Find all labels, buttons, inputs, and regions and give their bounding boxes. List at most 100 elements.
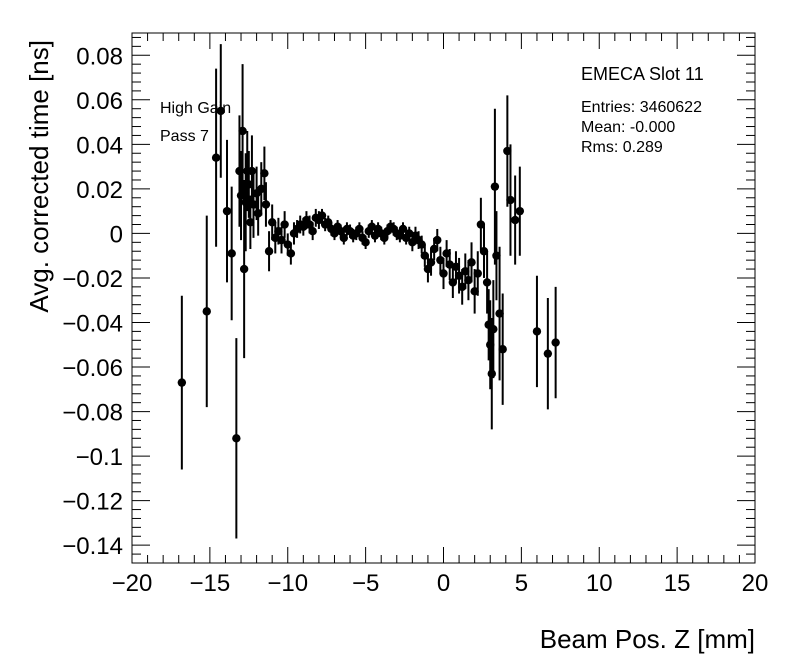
data-point (261, 200, 271, 209)
annotation-high-gain: High Gain (160, 100, 231, 117)
data-point (510, 215, 520, 225)
data-point (482, 278, 492, 287)
data-point (355, 224, 364, 234)
y-tick-labels: 0.08 0.06 0.04 0.02 0 −0.02 −0.04 −0.06 −0.08 −0.… (62, 43, 123, 560)
data-point (532, 327, 542, 336)
data-point (470, 287, 479, 296)
data-point (283, 240, 292, 249)
axis-ticks (131, 33, 756, 564)
data-point (280, 220, 289, 229)
x-tick-label: 15 (664, 570, 691, 597)
data-point (515, 206, 525, 216)
data-point (543, 349, 553, 358)
data-point (286, 249, 296, 258)
y-tick-label: −0.14 (62, 533, 123, 560)
data-point (305, 220, 314, 229)
data-point (464, 275, 473, 285)
data-point (503, 146, 512, 156)
data-point (324, 218, 333, 227)
y-tick-label: 0 (110, 221, 123, 248)
x-tick-label: −20 (112, 570, 153, 597)
data-point (420, 251, 430, 260)
data-point (490, 182, 500, 191)
data-point (241, 198, 250, 207)
data-point (177, 378, 187, 387)
data-markers (177, 106, 560, 443)
data-point (551, 338, 560, 347)
data-point (257, 184, 266, 194)
data-point (423, 264, 433, 274)
data-point (227, 249, 236, 258)
data-point (492, 251, 501, 260)
data-point (486, 340, 495, 349)
data-point (277, 235, 286, 245)
y-tick-label: −0.06 (62, 355, 123, 382)
x-tick-label: −15 (190, 570, 231, 597)
data-point (439, 269, 448, 278)
error-bars (180, 44, 557, 539)
data-point (232, 434, 241, 443)
data-point (216, 106, 225, 116)
data-point (448, 278, 458, 287)
data-point (467, 258, 476, 267)
data-point (495, 309, 504, 318)
data-point (429, 244, 439, 254)
x-tick-label: −5 (352, 570, 379, 597)
y-tick-label: −0.08 (62, 400, 123, 427)
y-tick-label: −0.12 (62, 489, 123, 516)
data-point (487, 369, 496, 378)
data-point (436, 255, 445, 265)
x-tick-label: 0 (437, 570, 450, 597)
data-point (308, 226, 317, 236)
data-point (433, 235, 442, 245)
data-point (264, 247, 274, 256)
data-point (317, 211, 327, 220)
data-point (426, 258, 436, 267)
x-tick-labels: −20 −15 −10 −5 0 5 10 15 20 (112, 570, 769, 597)
x-tick-label: 20 (742, 570, 769, 597)
data-point (380, 233, 389, 243)
data-point (222, 206, 232, 216)
data-point (479, 247, 489, 256)
y-tick-label: 0.06 (76, 88, 123, 115)
y-tick-label: 0.08 (76, 43, 123, 70)
data-point (239, 264, 249, 274)
data-point (476, 220, 486, 229)
data-point (249, 200, 258, 209)
data-point (473, 269, 482, 278)
y-tick-label: −0.02 (62, 266, 123, 293)
data-point (246, 218, 255, 227)
data-point (253, 209, 263, 218)
x-axis-title: Beam Pos. Z [mm] (540, 624, 755, 654)
annotation-pass: Pass 7 (160, 128, 209, 145)
data-point (339, 233, 349, 243)
x-tick-label: 5 (515, 570, 528, 597)
data-point (247, 166, 257, 176)
y-tick-label: −0.04 (62, 310, 123, 337)
y-axis-title: Avg. corrected time [ns] (24, 40, 54, 313)
stats-mean: Mean: -0.000 (581, 119, 675, 136)
y-tick-label: 0.02 (76, 177, 123, 204)
stats-entries: Entries: 3460622 (581, 99, 702, 116)
x-tick-label: −10 (267, 570, 308, 597)
data-point (235, 166, 244, 176)
stats-title: EMECA Slot 11 (581, 64, 704, 84)
data-point (442, 249, 451, 258)
data-point (417, 240, 426, 249)
data-point (489, 324, 498, 334)
data-point (451, 262, 461, 272)
data-point (361, 238, 370, 247)
data-point (260, 169, 269, 178)
data-point (274, 226, 283, 236)
data-point (498, 345, 507, 354)
data-point (461, 267, 470, 276)
data-point (211, 153, 221, 162)
data-point (267, 218, 277, 227)
y-tick-label: 0.04 (76, 132, 123, 159)
data-point (244, 180, 254, 189)
data-point (236, 191, 246, 200)
y-tick-label: −0.1 (76, 444, 123, 471)
data-point (238, 126, 247, 136)
stats-rms: Rms: 0.289 (581, 139, 663, 156)
